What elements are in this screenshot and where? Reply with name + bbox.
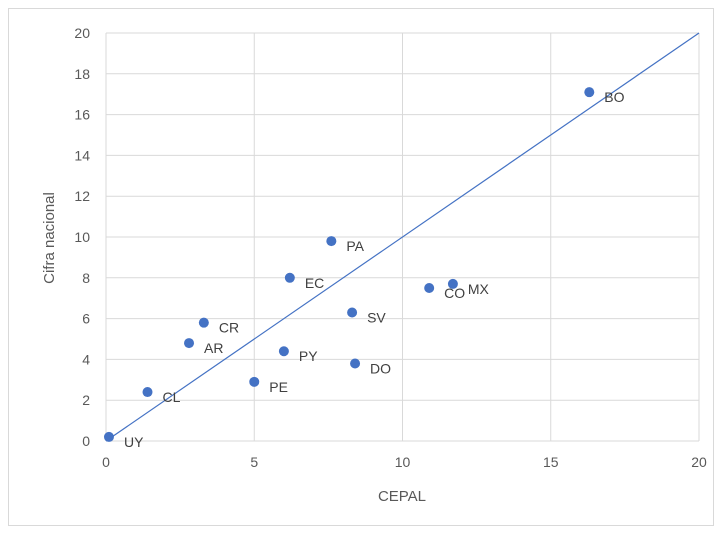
- data-point-sv: [347, 307, 358, 318]
- data-point-ec: [284, 272, 295, 283]
- y-tick-label: 12: [74, 188, 90, 204]
- data-point-pa: [326, 236, 337, 247]
- y-tick-label: 20: [74, 25, 90, 41]
- data-point-bo: [584, 87, 595, 98]
- data-point-pe: [249, 376, 260, 387]
- point-label-ec: EC: [305, 275, 324, 291]
- point-label-uy: UY: [124, 434, 144, 450]
- y-tick-label: 4: [82, 351, 90, 367]
- y-tick-label: 8: [82, 270, 90, 286]
- data-point-uy: [103, 431, 114, 442]
- point-label-co: CO: [444, 285, 465, 301]
- y-tick-label: 2: [82, 392, 90, 408]
- data-point-do: [350, 358, 361, 369]
- point-label-sv: SV: [367, 309, 386, 325]
- x-tick-label: 10: [395, 454, 411, 470]
- point-label-cr: CR: [219, 320, 239, 336]
- point-label-pe: PE: [269, 379, 288, 395]
- point-label-do: DO: [370, 360, 391, 376]
- point-label-pa: PA: [346, 238, 364, 254]
- data-point-cl: [142, 387, 153, 398]
- x-tick-label: 15: [543, 454, 559, 470]
- y-tick-label: 10: [74, 229, 90, 245]
- reference-line: [105, 32, 700, 442]
- point-label-py: PY: [299, 348, 318, 364]
- x-tick-label: 5: [250, 454, 258, 470]
- x-tick-label: 20: [691, 454, 707, 470]
- grid: [105, 32, 700, 442]
- data-points: [103, 87, 595, 442]
- point-label-ar: AR: [204, 340, 223, 356]
- y-tick-label: 18: [74, 66, 90, 82]
- data-point-cr: [198, 317, 209, 328]
- y-tick-label: 0: [82, 433, 90, 449]
- y-tick-label: 16: [74, 107, 90, 123]
- data-point-ar: [184, 338, 195, 349]
- point-label-cl: CL: [163, 389, 181, 405]
- x-axis-title: CEPAL: [378, 488, 426, 505]
- y-tick-label: 14: [74, 147, 90, 163]
- x-tick-label: 0: [102, 454, 110, 470]
- point-label-mx: MX: [468, 281, 490, 297]
- tick-labels: 0 2 4 6 8 10 12 14 16 18 20 0 5 10 15 20: [74, 25, 707, 470]
- point-label-bo: BO: [604, 89, 624, 105]
- data-point-py: [278, 346, 289, 357]
- data-point-mx: [447, 278, 458, 289]
- y-tick-label: 6: [82, 311, 90, 327]
- data-point-co: [424, 283, 435, 293]
- chart-frame: [8, 8, 714, 526]
- y-axis-title: Cifra nacional: [41, 192, 58, 284]
